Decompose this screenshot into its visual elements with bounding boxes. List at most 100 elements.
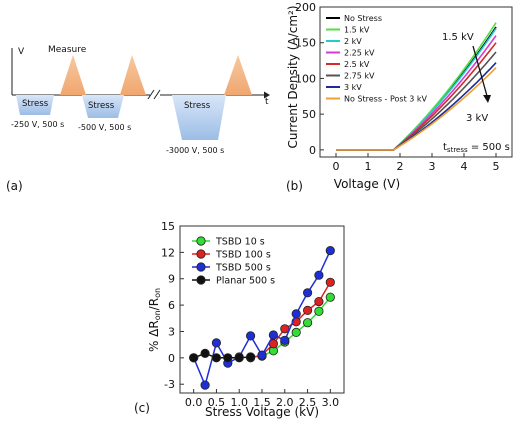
stress-pulse-2	[82, 95, 124, 118]
tstress-main: t	[443, 142, 447, 153]
chart-c-ticks: 0.0 0.5 1.0 1.5 2.0 2.5 3.0 -3 0 3 6 9 12 15	[161, 220, 339, 409]
pulse-label-1: -250 V, 500 s	[11, 120, 64, 129]
annotation-1-5kv: 1.5 kV	[442, 32, 474, 43]
data-point	[280, 335, 290, 345]
data-point	[314, 270, 324, 280]
data-point	[314, 306, 324, 316]
legend-label: TSBD 100 s	[215, 250, 271, 261]
chart-c-y-tick-label: 3	[168, 325, 175, 338]
chart-c-legend: TSBD 10 s TSBD 100 s TSBD 500 s Planar 500 …	[192, 236, 275, 287]
panel-b-label: (b)	[286, 179, 303, 193]
legend-label: 2.75 kV	[344, 72, 375, 81]
chart-c-x-label: Stress Voltage (kV)	[205, 405, 319, 419]
measure-pulse-3	[224, 55, 252, 95]
series-line	[250, 281, 331, 359]
chart-b-y-tick-label: 50	[302, 108, 316, 121]
trend-arrow-head	[483, 95, 491, 103]
chart-b-y-tick-label: 150	[295, 37, 316, 50]
data-point	[189, 353, 199, 363]
legend-label: TSBD 10 s	[215, 237, 265, 248]
stress-pulse-3	[172, 95, 226, 140]
chart-b-y-tick-label: 0	[309, 144, 316, 157]
data-point	[291, 327, 301, 337]
diagram-x-axis-arrow	[264, 91, 270, 99]
chart-b-frame	[319, 6, 513, 158]
data-point	[200, 380, 210, 390]
chart-c-y-tick-label: -3	[164, 378, 175, 391]
data-point	[302, 305, 313, 315]
chart-b-legend: No Stress 1.5 kV 2 kV 2.25 kV 2.5 kV 2.75 kV 3…	[326, 14, 428, 104]
legend-label: 3 kV	[344, 83, 362, 92]
ylabel-mid: /R	[147, 298, 161, 310]
legend-swatch-marker	[196, 236, 206, 246]
diagram-x-axis-label: t	[265, 97, 269, 107]
data-point	[325, 292, 335, 302]
chart-c-x-tick-label: 2.5	[299, 396, 317, 409]
chart-b-y-label: Current Density (A/cm²)	[286, 5, 300, 148]
data-point	[314, 296, 324, 307]
chart-c-x-tick-label: 1.0	[230, 396, 248, 409]
data-point	[234, 353, 244, 363]
data-point	[325, 277, 335, 287]
data-point	[268, 330, 278, 340]
diagram-y-axis-label: V	[18, 47, 25, 57]
ylabel-sub-1: on	[153, 310, 162, 320]
legend-swatch-marker	[196, 262, 206, 272]
data-point	[257, 350, 267, 360]
legend-label: TSBD 500 s	[215, 263, 271, 274]
chart-b-y-tick-label: 100	[295, 72, 316, 85]
annotation-3kv: 3 kV	[466, 113, 488, 124]
chart-c-x-tick-label: 1.5	[253, 396, 271, 409]
legend-label: No Stress	[344, 14, 382, 23]
chart-b-x-tick-label: 3	[429, 160, 436, 173]
data-point	[211, 353, 221, 363]
legend-label: 1.5 kV	[344, 26, 370, 35]
panel-c-label: (c)	[134, 401, 150, 415]
chart-c-series	[189, 246, 335, 390]
chart-b-series	[336, 22, 497, 151]
chart-b-x-tick-label: 0	[333, 160, 340, 173]
chart-c-x-tick-label: 0.5	[208, 396, 226, 409]
measure-label: Measure	[48, 45, 87, 55]
stress-label-3: Stress	[184, 101, 211, 111]
stress-label-2: Stress	[88, 101, 115, 111]
pulse-label-2: -500 V, 500 s	[78, 123, 131, 132]
chart-c-y-tick-label: 0	[168, 352, 175, 365]
ylabel-sub-2: on	[153, 288, 162, 298]
stress-label-1: Stress	[22, 99, 49, 109]
axis-break-mark-1	[147, 89, 155, 100]
chart-c-x-tick-label: 2.0	[276, 396, 294, 409]
chart-c-y-label: % ΔRon/Ron	[147, 288, 162, 352]
chart-b-y-tick-label: 200	[295, 1, 316, 14]
chart-c-y-tick-label: 6	[168, 299, 175, 312]
panel-a-diagram: V t Measure Stress Stress Stress -250 V,…	[6, 45, 270, 193]
data-point	[302, 318, 313, 328]
data-point	[246, 352, 256, 362]
legend-label: 2.5 kV	[344, 60, 370, 69]
legend-label: 2.25 kV	[344, 49, 375, 58]
chart-b-x-tick-label: 2	[397, 160, 404, 173]
stress-pulse-1	[16, 95, 54, 115]
tstress-sub: stress	[447, 146, 468, 154]
legend-label: No Stress - Post 3 kV	[344, 95, 428, 104]
legend-swatch-marker	[196, 249, 206, 259]
data-point	[200, 348, 210, 358]
legend-label: Planar 500 s	[216, 276, 275, 287]
chart-c-y-tick-label: 15	[161, 220, 175, 233]
pulse-label-3: -3000 V, 500 s	[166, 146, 224, 155]
data-point	[246, 331, 256, 341]
tstress-annotation: tstress = 500 s	[443, 142, 510, 154]
chart-b-x-label: Voltage (V)	[334, 177, 400, 191]
ylabel-main: % ΔR	[147, 320, 161, 352]
tstress-value: = 500 s	[468, 142, 510, 153]
panel-a-label: (a)	[6, 179, 23, 193]
chart-c-y-tick-label: 12	[161, 246, 175, 259]
data-point	[223, 353, 233, 363]
legend-swatch-marker	[196, 275, 206, 285]
data-point	[325, 246, 335, 256]
trend-arrow	[472, 45, 488, 97]
data-point	[291, 309, 301, 319]
